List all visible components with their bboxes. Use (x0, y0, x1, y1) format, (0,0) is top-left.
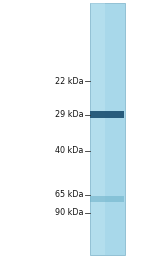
Bar (90, 196, 124, 202)
Text: 22 kDa: 22 kDa (55, 77, 83, 86)
Text: 65 kDa: 65 kDa (55, 190, 83, 199)
Text: 90 kDa: 90 kDa (55, 208, 83, 217)
Bar (91, 3, 105, 255)
Bar (90, 111, 124, 118)
Bar (90, 3, 125, 255)
Text: 40 kDa: 40 kDa (55, 147, 83, 155)
Text: 29 kDa: 29 kDa (55, 110, 83, 119)
